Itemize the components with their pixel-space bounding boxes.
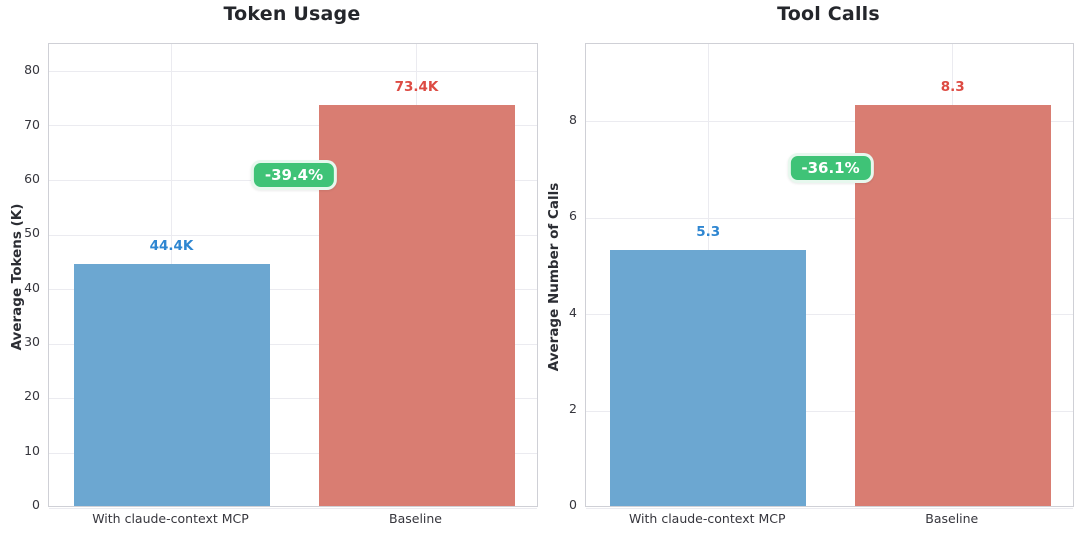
bar-value-label: 8.3 — [940, 78, 965, 95]
y-tick-label: 50 — [24, 225, 40, 241]
y-tick-label: 2 — [569, 400, 577, 416]
gridline-horizontal — [49, 398, 537, 400]
gridline-horizontal — [586, 120, 1073, 122]
bar-value-label: 5.3 — [696, 223, 721, 240]
gridline-horizontal — [586, 410, 1073, 412]
bar-baseline — [318, 105, 515, 506]
x-tick-label: Baseline — [925, 511, 979, 526]
gridline-horizontal — [49, 125, 537, 127]
reduction-badge: -39.4% — [250, 160, 338, 191]
gridline-horizontal — [49, 452, 537, 454]
y-tick-label: 4 — [569, 304, 577, 320]
chart-title: Tool Calls — [777, 3, 880, 25]
chart-title: Token Usage — [223, 3, 361, 25]
bar-value-label: 44.4K — [149, 237, 194, 254]
x-tick-label: With claude-context MCP — [92, 511, 249, 526]
plot-area: 44.4K 73.4K -39.4% — [48, 43, 538, 509]
gridline-horizontal — [586, 507, 1073, 509]
y-tick-label: 6 — [569, 208, 577, 224]
x-tick-label: With claude-context MCP — [628, 511, 786, 526]
y-tick-label: 8 — [569, 112, 577, 127]
gridline-horizontal — [49, 343, 537, 345]
bar-with-mcp — [610, 249, 807, 506]
x-tick-label: Baseline — [389, 511, 442, 526]
chart-token-usage: Token Usage Average Tokens (K) 44.4K 73.4… — [9, 3, 538, 526]
y-tick-label: 40 — [24, 279, 40, 295]
chart-tool-calls: Tool Calls Average Number of Calls 5.3 8.… — [537, 0, 1080, 534]
y-tick-label: 80 — [24, 62, 40, 78]
gridline-horizontal — [49, 234, 537, 236]
y-tick-label: 60 — [24, 170, 40, 186]
gridline-horizontal — [586, 314, 1073, 316]
plot-area: 5.3 8.3 -36.1% — [585, 43, 1074, 509]
y-tick-label: 0 — [32, 497, 40, 512]
gridline-horizontal — [586, 217, 1073, 219]
gridline-horizontal — [49, 70, 537, 72]
bar-baseline — [854, 104, 1051, 506]
reduction-badge: -36.1% — [787, 153, 874, 184]
y-tick-label: 0 — [569, 497, 577, 512]
bar-value-label: 73.4K — [394, 79, 439, 96]
bar-with-mcp — [73, 263, 270, 506]
y-tick-label: 70 — [24, 116, 40, 132]
y-tick-label: 10 — [24, 442, 40, 458]
y-tick-label: 30 — [24, 333, 40, 349]
gridline-horizontal — [49, 507, 537, 509]
gridline-horizontal — [49, 289, 537, 291]
y-tick-label: 20 — [24, 388, 40, 404]
